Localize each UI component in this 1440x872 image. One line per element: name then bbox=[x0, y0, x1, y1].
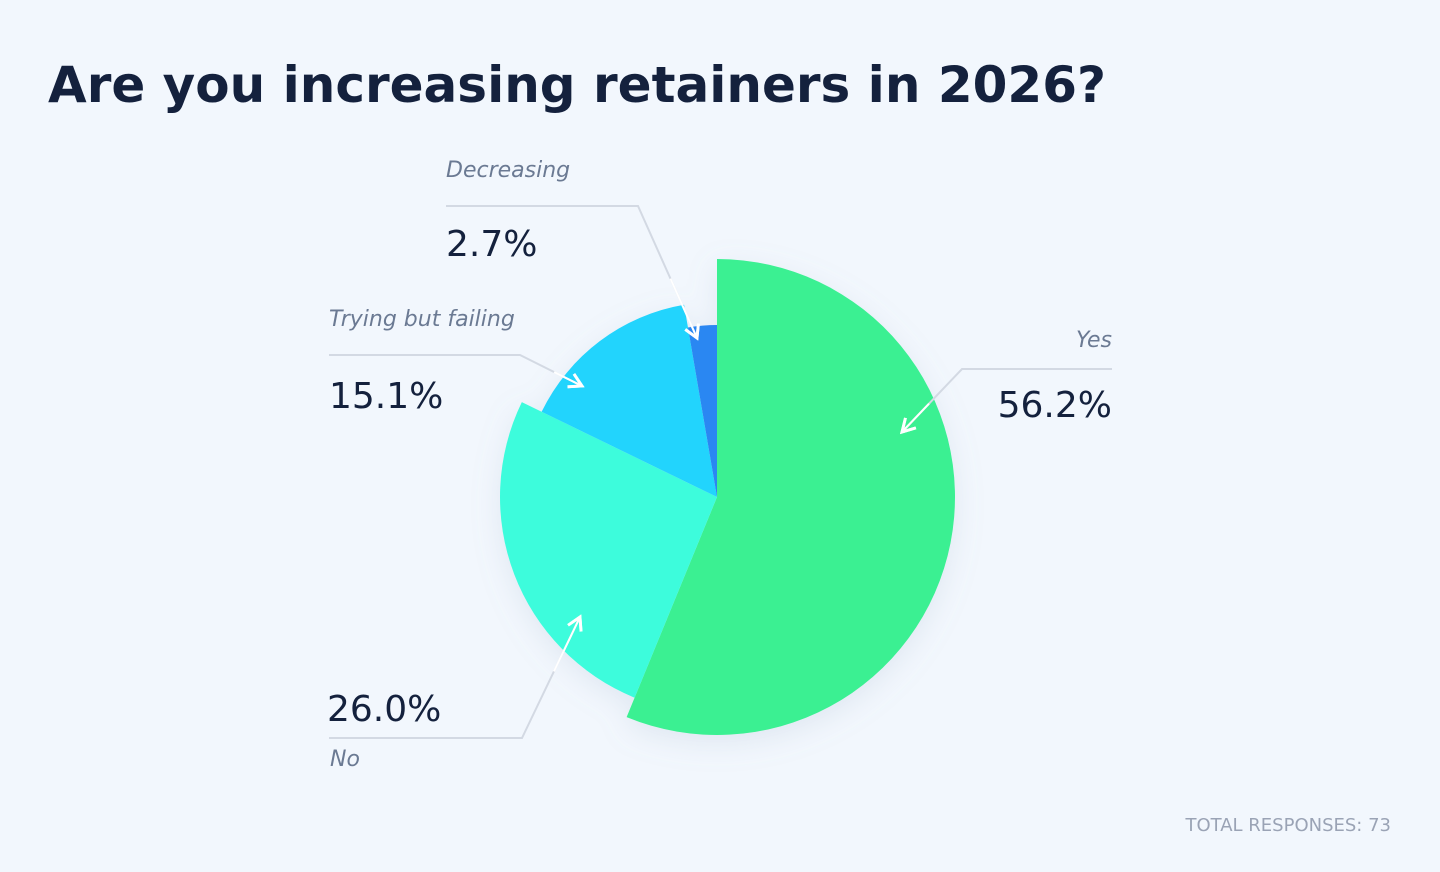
pie bbox=[500, 259, 955, 735]
arrow-tip bbox=[669, 278, 700, 341]
value-label: 15.1% bbox=[329, 376, 443, 417]
category-label: No bbox=[330, 747, 360, 772]
value-label: 56.2% bbox=[998, 385, 1112, 426]
category-label: Trying but failing bbox=[329, 307, 515, 332]
footnote: TOTAL RESPONSES: 73 bbox=[1184, 815, 1391, 836]
value-label: 2.7% bbox=[446, 224, 537, 265]
category-label: Decreasing bbox=[446, 158, 570, 183]
pie-slice bbox=[500, 402, 717, 698]
category-label: Yes bbox=[1076, 328, 1112, 353]
value-label: 26.0% bbox=[327, 689, 441, 730]
labels: Yes 56.2% No 26.0% Trying but failing 15.1% De… bbox=[327, 158, 1112, 772]
pie-slice bbox=[687, 325, 717, 497]
chart-title: Are you increasing retainers in 2026? bbox=[48, 56, 1106, 114]
arrow-tip bbox=[552, 614, 583, 672]
pie-slice bbox=[626, 259, 955, 735]
arrow-tip bbox=[899, 402, 930, 435]
pie-slice bbox=[541, 304, 717, 497]
arrow-tip bbox=[553, 371, 585, 389]
